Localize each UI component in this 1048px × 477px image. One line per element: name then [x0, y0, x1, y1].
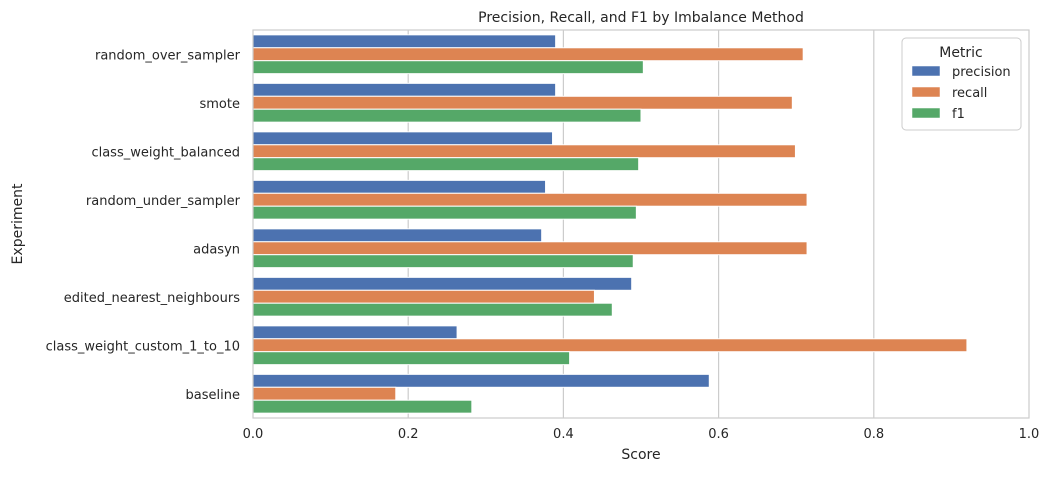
- bar-recall: [252, 144, 796, 159]
- bar-f1: [252, 60, 644, 75]
- x-tick-label: 1.0: [1019, 427, 1040, 442]
- x-tick-label: 0.2: [398, 427, 419, 442]
- y-tick-label: edited_nearest_neighbours: [64, 291, 240, 306]
- bar-precision: [252, 179, 547, 194]
- bar-recall: [252, 47, 804, 62]
- bar-precision: [252, 228, 543, 243]
- y-tick-label: random_under_sampler: [86, 194, 241, 209]
- legend-label-precision: precision: [952, 65, 1011, 80]
- bar-recall: [252, 192, 808, 207]
- y-axis-label: Experiment: [10, 183, 26, 264]
- y-tick-label: smote: [200, 97, 241, 112]
- x-tick-label: 0.4: [553, 427, 574, 442]
- x-axis-ticks: 0.0 0.2 0.4 0.6 0.8 1.0: [243, 427, 1040, 442]
- legend-items: precision recall f1: [911, 65, 1011, 122]
- chart-title: Precision, Recall, and F1 by Imbalance M…: [478, 10, 804, 26]
- x-tick-label: 0.0: [243, 427, 264, 442]
- bar-f1: [252, 108, 642, 123]
- y-tick-label: class_weight_balanced: [91, 145, 240, 160]
- bar-precision: [252, 82, 557, 97]
- x-tick-label: 0.8: [863, 427, 884, 442]
- bar-f1: [252, 302, 613, 317]
- legend-label-f1: f1: [952, 107, 965, 122]
- bar-precision: [252, 373, 710, 388]
- bar-f1: [252, 157, 640, 172]
- x-axis-label: Score: [621, 447, 660, 463]
- y-tick-label: baseline: [186, 388, 240, 403]
- bar-recall: [252, 241, 808, 256]
- bar-f1: [252, 399, 473, 414]
- legend-title: Metric: [939, 45, 983, 61]
- legend-box: [901, 37, 1022, 131]
- bar-recall: [252, 289, 595, 304]
- y-tick-label: adasyn: [193, 242, 240, 257]
- bar-f1: [252, 205, 637, 220]
- legend-swatch-recall: [911, 86, 941, 98]
- y-tick-label: random_over_sampler: [95, 48, 241, 63]
- legend-label-recall: recall: [952, 86, 987, 101]
- bar-precision: [252, 276, 633, 291]
- bar-precision: [252, 325, 458, 340]
- bar-recall: [252, 95, 793, 110]
- bar-precision: [252, 34, 557, 49]
- bar-recall: [252, 386, 397, 401]
- y-tick-label: class_weight_custom_1_to_10: [46, 339, 240, 354]
- plot-area-border: [252, 29, 1030, 419]
- bars: [252, 34, 968, 414]
- legend-swatch-f1: [911, 107, 941, 119]
- bar-f1: [252, 351, 571, 366]
- bar-recall: [252, 338, 968, 353]
- legend: Metric precision recall f1: [901, 37, 1022, 131]
- bar-precision: [252, 131, 554, 146]
- legend-swatch-precision: [911, 65, 941, 77]
- x-tick-label: 0.6: [708, 427, 729, 442]
- bar-f1: [252, 254, 634, 269]
